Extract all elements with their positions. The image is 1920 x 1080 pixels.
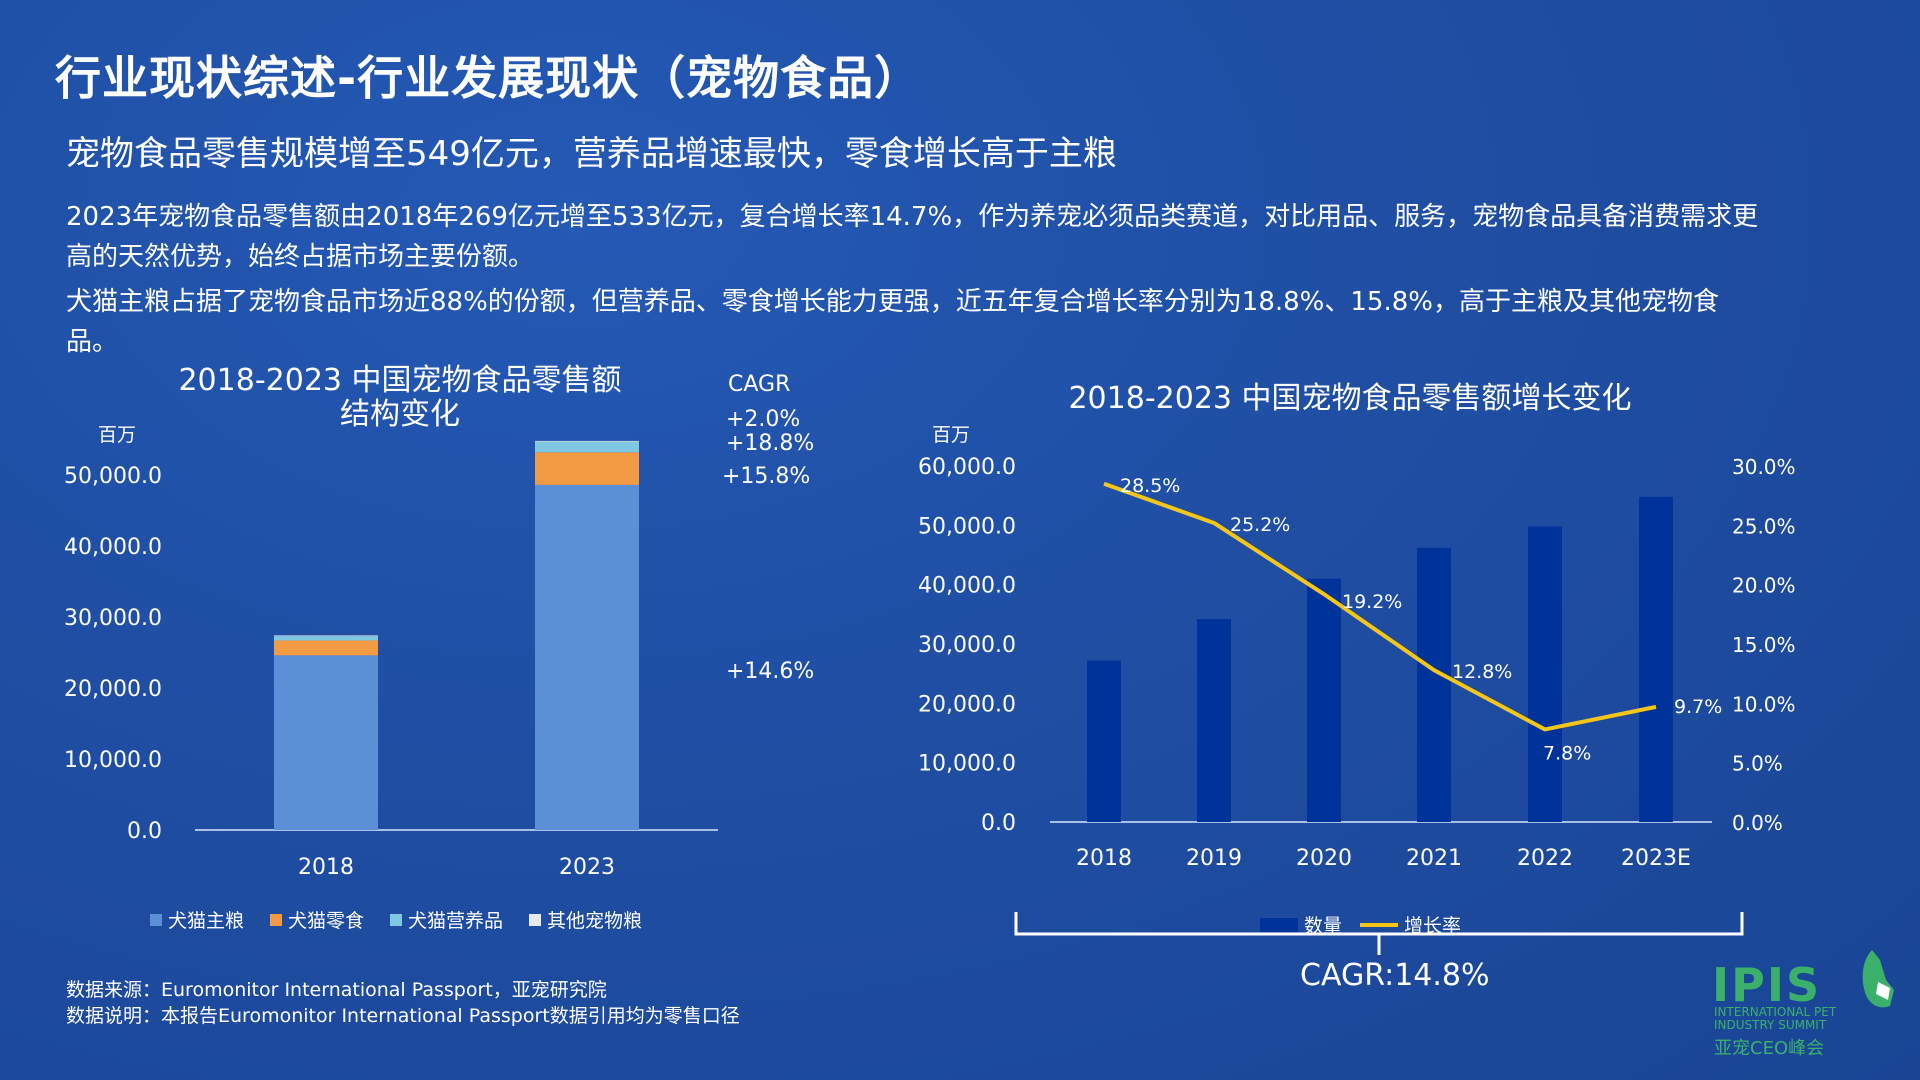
chart1-bar-segment <box>535 440 639 442</box>
chart1-bar-segment <box>535 441 639 453</box>
legend-item-snack: 犬猫零食 <box>270 906 364 933</box>
chart1-bar-segment <box>274 640 378 656</box>
chart1-bar-segment <box>274 636 378 641</box>
legend-item-growth: 增长率 <box>1360 911 1461 938</box>
cagr-bracket-line <box>1014 912 1744 936</box>
chart2-bar <box>1639 496 1673 822</box>
chart1-cagr-label-staple: +14.6% <box>726 659 815 684</box>
chart2-legend: 数量 增长率 <box>1260 911 1461 938</box>
chart1-bar-segment <box>535 452 639 485</box>
chart2-bar <box>1087 660 1121 822</box>
legend-label-quantity: 数量 <box>1304 915 1343 937</box>
chart1-cagr-label-supplement: +18.8% <box>726 431 815 456</box>
source-line-2: 数据说明：本报告Euromonitor International Passpo… <box>66 1005 740 1027</box>
chart1-legend: 犬猫主粮 犬猫零食 犬猫营养品 其他宠物粮 <box>150 906 642 933</box>
chart2-ytick-label: 0.0 <box>981 811 1016 836</box>
chart2-y2tick-label: 30.0% <box>1732 455 1796 479</box>
chart2-ytick-label: 10,000.0 <box>918 752 1016 777</box>
chart2-bar <box>1197 619 1231 822</box>
chart1-unit-label: 百万 <box>98 424 137 446</box>
legend-swatch-other <box>529 913 542 926</box>
legend-label-other: 其他宠物粮 <box>547 910 643 932</box>
chart1-xtick-label: 2018 <box>298 855 354 880</box>
chart2-ytick-label: 40,000.0 <box>918 574 1016 599</box>
legend-label-supplement: 犬猫营养品 <box>408 910 504 932</box>
chart2-ytick-label: 60,000.0 <box>918 455 1016 480</box>
chart1-ytick-label: 50,000.0 <box>64 464 162 489</box>
chart1-ytick-label: 30,000.0 <box>64 606 162 631</box>
chart2-title: 2018-2023 中国宠物食品零售额增长变化 <box>1068 381 1632 416</box>
chart1-cagr-label-other: +2.0% <box>726 407 801 432</box>
chart2-xtick-label: 2018 <box>1076 846 1132 871</box>
chart1-ytick-label: 20,000.0 <box>64 677 162 702</box>
chart2-unit-label: 百万 <box>932 424 971 446</box>
chart1-bar-segment <box>535 484 639 830</box>
ipis-logo: IPIS INTERNATIONAL PET INDUSTRY SUMMIT 亚… <box>1712 940 1902 1060</box>
chart2-bar <box>1528 526 1562 822</box>
chart2-bar <box>1307 578 1341 822</box>
paragraph-2: 犬猫主粮占据了宠物食品市场近88%的份额，但营养品、零食增长能力更强，近五年复合… <box>66 287 1719 357</box>
legend-swatch-snack <box>270 913 283 926</box>
chart2-y2tick-label: 25.0% <box>1732 514 1796 538</box>
chart1-ytick-label: 0.0 <box>127 819 162 844</box>
logo-text: IPIS <box>1712 958 1822 1012</box>
chart1-title: 2018-2023 中国宠物食品零售额 结构变化 <box>150 364 650 432</box>
chart2-xtick-label: 2023E <box>1621 846 1691 871</box>
chart1-xtick-label: 2023 <box>559 855 615 880</box>
chart1-cagr-header: CAGR <box>728 372 791 397</box>
chart2-growth-label: 7.8% <box>1543 742 1591 764</box>
chart1-ytick-label: 40,000.0 <box>64 535 162 560</box>
chart1-ytick-label: 10,000.0 <box>64 748 162 773</box>
chart1-title-line2: 结构变化 <box>340 397 460 432</box>
chart1-cagr-label-snack: +15.8% <box>722 464 811 489</box>
chart2-growth-line <box>1103 481 1657 732</box>
chart1-bar-segment <box>274 635 378 637</box>
legend-swatch-supplement <box>390 913 403 926</box>
legend-item-other: 其他宠物粮 <box>529 906 642 933</box>
chart2-growth-label: 9.7% <box>1674 696 1722 718</box>
chart2-xtick-label: 2020 <box>1296 846 1352 871</box>
page-title: 行业现状综述-行业发展现状（宠物食品） <box>55 51 922 105</box>
chart2-xtick-label: 2021 <box>1406 846 1462 871</box>
logo-subtitle-en: INTERNATIONAL PET INDUSTRY SUMMIT <box>1714 1005 1837 1032</box>
source-line-1: 数据来源：Euromonitor International Passport，… <box>66 979 607 1001</box>
legend-swatch-quantity <box>1260 917 1298 932</box>
legend-swatch-growth <box>1360 922 1399 927</box>
data-source: 数据来源：Euromonitor International Passport，… <box>66 977 740 1029</box>
chart2-growth-label: 25.2% <box>1230 514 1290 536</box>
chart2-y2tick-label: 0.0% <box>1732 811 1783 835</box>
legend-swatch-staple <box>150 913 162 926</box>
chart1-bar-segment <box>274 655 378 830</box>
legend-item-supplement: 犬猫营养品 <box>390 906 503 933</box>
chart2-cagr-text: CAGR:14.8% <box>1300 958 1490 993</box>
chart2-xtick-label: 2022 <box>1517 846 1573 871</box>
page-subtitle: 宠物食品零售规模增至549亿元，营养品增速最快，零食增长高于主粮 <box>66 134 1117 174</box>
paragraph-1: 2023年宠物食品零售额由2018年269亿元增至533亿元，复合增长率14.7… <box>66 202 1759 272</box>
legend-label-staple: 犬猫主粮 <box>168 910 245 932</box>
legend-label-growth: 增长率 <box>1404 915 1462 937</box>
chart2-ytick-label: 50,000.0 <box>918 514 1016 539</box>
logo-subtitle-cn: 亚宠CEO峰会 <box>1714 1038 1825 1059</box>
legend-label-snack: 犬猫零食 <box>288 910 365 932</box>
chart2-xtick-label: 2019 <box>1186 846 1242 871</box>
logo-dog-icon <box>1862 950 1894 1008</box>
chart2-growth-label: 28.5% <box>1120 475 1180 497</box>
chart2-bar <box>1417 547 1451 822</box>
chart2-y2tick-label: 20.0% <box>1732 574 1796 598</box>
chart2-ytick-label: 20,000.0 <box>918 692 1016 717</box>
chart1-title-line1: 2018-2023 中国宠物食品零售额 <box>178 363 622 398</box>
chart2-y2tick-label: 5.0% <box>1732 752 1783 776</box>
legend-item-staple: 犬猫主粮 <box>150 906 244 933</box>
chart2-y2tick-label: 10.0% <box>1732 692 1796 716</box>
legend-item-quantity: 数量 <box>1260 911 1342 938</box>
chart2-ytick-label: 30,000.0 <box>918 633 1016 658</box>
chart2-growth-label: 12.8% <box>1452 661 1512 683</box>
chart2-y2tick-label: 15.0% <box>1732 633 1796 657</box>
chart2-growth-label: 19.2% <box>1342 591 1402 613</box>
